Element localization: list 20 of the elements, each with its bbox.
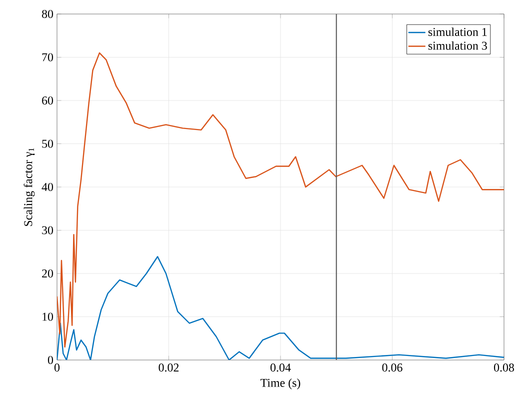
y-tick-label: 70 — [42, 53, 54, 62]
y-axis-title: Scaling factor γ$_{1}$ — [24, 148, 35, 226]
y-tick-label: 80 — [42, 10, 54, 18]
legend-label: simulation 1 — [428, 28, 487, 36]
y-tick-label: 20 — [42, 269, 54, 278]
x-tick-label: 0.02 — [158, 364, 179, 372]
y-tick-label: 10 — [42, 312, 54, 321]
y-tick-label: 30 — [42, 226, 54, 234]
x-tick-label: 0 — [54, 364, 60, 372]
line-series — [57, 52, 504, 348]
line-series — [57, 256, 504, 360]
y-tick-label: 50 — [42, 140, 54, 148]
x-tick-label: 0.04 — [270, 364, 291, 372]
x-tick-label: 0.08 — [494, 364, 514, 372]
legend-label: simulation 3 — [428, 41, 487, 50]
y-tick-label: 0 — [48, 356, 54, 364]
x-axis-title: Time (s) — [260, 378, 300, 390]
x-tick-label: 0.06 — [382, 364, 402, 372]
y-tick-label: 40 — [42, 182, 54, 192]
y-tick-label: 60 — [42, 96, 54, 105]
